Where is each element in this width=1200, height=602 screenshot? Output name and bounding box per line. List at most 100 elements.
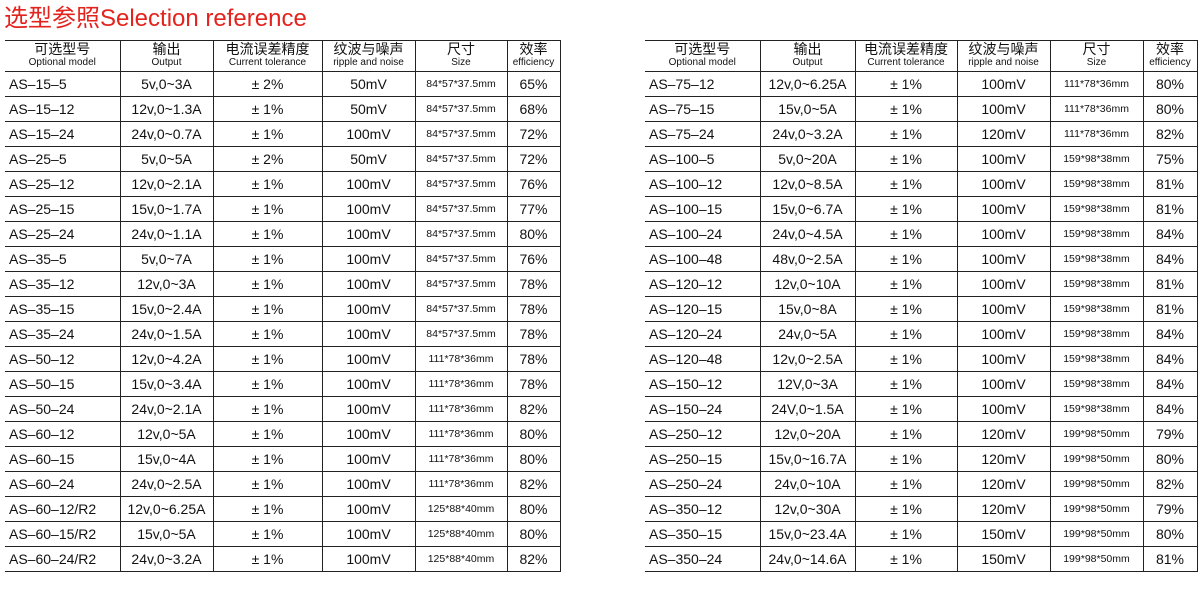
table-cell: 125*88*40mm: [415, 546, 508, 572]
table-cell: AS–120–15: [645, 296, 761, 322]
header-zh: 纹波与噪声: [333, 41, 404, 57]
table-cell: ± 1%: [855, 396, 958, 422]
table-cell: 76%: [507, 171, 561, 197]
table-cell: ± 1%: [213, 421, 323, 447]
table-cell: 15v,0~4A: [120, 446, 214, 472]
table-cell: AS–25–5: [5, 146, 121, 172]
header-en: ripple and noise: [333, 57, 404, 68]
table-cell: AS–60–24/R2: [5, 546, 121, 572]
table-cell: 24v,0~5A: [760, 321, 856, 347]
table-cell: 12v,0~10A: [760, 271, 856, 297]
table-cell: 24v,0~1.1A: [120, 221, 214, 247]
table-cell: AS–100–12: [645, 171, 761, 197]
table-cell: AS–120–12: [645, 271, 761, 297]
table-cell: 100mV: [322, 546, 416, 572]
table-cell: 68%: [507, 96, 561, 122]
table-cell: 12v,0~20A: [760, 421, 856, 447]
table-row: AS–25–15 15v,0~1.7A ± 1% 100mV 84*57*37.5mm 7…: [5, 196, 561, 222]
column-header: 效率 efficiency: [1143, 40, 1198, 72]
table-cell: 5v,0~3A: [120, 71, 214, 97]
table-cell: 84*57*37.5mm: [415, 121, 508, 147]
table-cell: AS–100–48: [645, 246, 761, 272]
table-cell: 12v,0~6.25A: [760, 71, 856, 97]
table-cell: ± 1%: [213, 221, 323, 247]
table-cell: ± 1%: [855, 146, 958, 172]
table-cell: AS–50–24: [5, 396, 121, 422]
table-cell: 159*98*38mm: [1050, 321, 1144, 347]
table-cell: 81%: [1143, 546, 1198, 572]
table-row: AS–60–15 15v,0~4A ± 1% 100mV 111*78*36mm 80%: [5, 446, 561, 472]
table-cell: ± 1%: [855, 321, 958, 347]
table-row: AS–100–15 15v,0~6.7A ± 1% 100mV 159*98*38mm 8…: [645, 196, 1198, 222]
table-cell: 100mV: [322, 346, 416, 372]
table-cell: 72%: [507, 146, 561, 172]
table-cell: 78%: [507, 371, 561, 397]
table-cell: 100mV: [957, 346, 1051, 372]
table-row: AS–15–5 5v,0~3A ± 2% 50mV 84*57*37.5mm 65%: [5, 71, 561, 97]
table-row: AS–350–15 15v,0~23.4A ± 1% 150mV 199*98*50mm…: [645, 521, 1198, 547]
table-cell: 125*88*40mm: [415, 496, 508, 522]
table-cell: ± 1%: [855, 271, 958, 297]
table-cell: 100mV: [957, 321, 1051, 347]
table-cell: 12v,0~4.2A: [120, 346, 214, 372]
table-row: AS–50–15 15v,0~3.4A ± 1% 100mV 111*78*36mm 78…: [5, 371, 561, 397]
table-cell: 15v,0~5A: [760, 96, 856, 122]
table-cell: 15v,0~23.4A: [760, 521, 856, 547]
table-cell: 111*78*36mm: [1050, 96, 1144, 122]
table-cell: AS–250–12: [645, 421, 761, 447]
table-cell: 111*78*36mm: [415, 471, 508, 497]
table-cell: ± 1%: [213, 346, 323, 372]
table-cell: 15v,0~3.4A: [120, 371, 214, 397]
column-header: 尺寸 Size: [415, 40, 508, 72]
table-cell: 80%: [1143, 521, 1198, 547]
table-cell: AS–60–24: [5, 471, 121, 497]
table-cell: ± 1%: [855, 71, 958, 97]
table-cell: 12v,0~30A: [760, 496, 856, 522]
table-cell: 199*98*50mm: [1050, 496, 1144, 522]
table-cell: 24v,0~1.5A: [120, 321, 214, 347]
table-cell: 79%: [1143, 421, 1198, 447]
column-header: 输出 Output: [120, 40, 214, 72]
table-row: AS–60–15/R2 15v,0~5A ± 1% 100mV 125*88*40mm 8…: [5, 521, 561, 547]
table-cell: ± 1%: [855, 371, 958, 397]
table-cell: 111*78*36mm: [1050, 71, 1144, 97]
table-cell: AS–250–24: [645, 471, 761, 497]
table-cell: 5v,0~5A: [120, 146, 214, 172]
table-cell: AS–35–15: [5, 296, 121, 322]
table-row: AS–15–12 12v,0~1.3A ± 1% 50mV 84*57*37.5mm 68…: [5, 96, 561, 122]
table-cell: 100mV: [957, 146, 1051, 172]
table-cell: AS–250–15: [645, 446, 761, 472]
table-cell: AS–25–24: [5, 221, 121, 247]
table-cell: 125*88*40mm: [415, 521, 508, 547]
table-cell: 84%: [1143, 396, 1198, 422]
table-row: AS–250–12 12v,0~20A ± 1% 120mV 199*98*50mm 79…: [645, 421, 1198, 447]
table-cell: 159*98*38mm: [1050, 146, 1144, 172]
table-cell: 50mV: [322, 96, 416, 122]
table-row: AS–25–24 24v,0~1.1A ± 1% 100mV 84*57*37.5mm 8…: [5, 221, 561, 247]
table-cell: 84*57*37.5mm: [415, 221, 508, 247]
table-cell: 12v,0~3A: [120, 271, 214, 297]
table-cell: ± 1%: [213, 271, 323, 297]
table-cell: 24v,0~2.1A: [120, 396, 214, 422]
table-cell: AS–75–15: [645, 96, 761, 122]
table-cell: 24v,0~10A: [760, 471, 856, 497]
table-row: AS–350–12 12v,0~30A ± 1% 120mV 199*98*50mm 79…: [645, 496, 1198, 522]
table-cell: AS–75–12: [645, 71, 761, 97]
table-cell: 15v,0~5A: [120, 521, 214, 547]
table-cell: 50mV: [322, 71, 416, 97]
table-cell: AS–100–15: [645, 196, 761, 222]
table-cell: 80%: [507, 221, 561, 247]
header-en: Output: [792, 57, 823, 68]
table-cell: 100mV: [322, 121, 416, 147]
table-cell: 84%: [1143, 346, 1198, 372]
table-cell: 80%: [507, 496, 561, 522]
table-cell: 5v,0~20A: [760, 146, 856, 172]
table-row: AS–75–12 12v,0~6.25A ± 1% 100mV 111*78*36mm 8…: [645, 71, 1198, 97]
table-cell: 12v,0~1.3A: [120, 96, 214, 122]
header-en: efficiency: [1149, 57, 1191, 68]
header-en: Optional model: [28, 57, 96, 68]
table-cell: 80%: [1143, 96, 1198, 122]
table-cell: ± 1%: [855, 96, 958, 122]
table-cell: 12v,0~2.5A: [760, 346, 856, 372]
table-cell: 159*98*38mm: [1050, 346, 1144, 372]
